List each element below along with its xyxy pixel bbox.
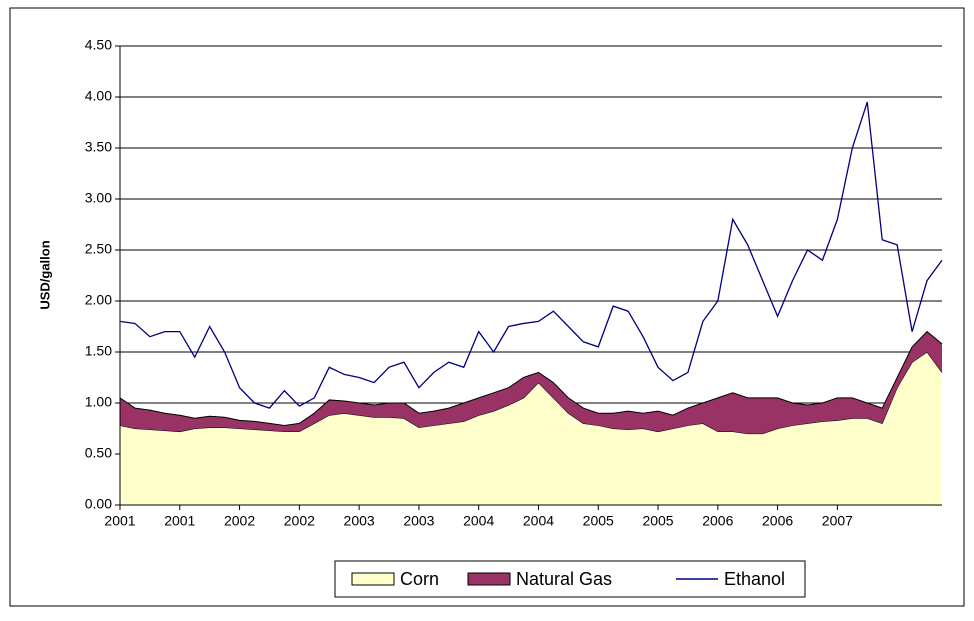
legend-box xyxy=(334,560,806,598)
y-tick-label: 4.00 xyxy=(85,88,112,104)
legend-swatch xyxy=(467,572,511,586)
y-tick-label: 3.50 xyxy=(85,139,112,155)
x-tick-label: 2003 xyxy=(403,513,434,529)
y-tick-label: 1.50 xyxy=(85,343,112,359)
y-tick-label: 1.00 xyxy=(85,394,112,410)
legend-label: Corn xyxy=(400,569,439,589)
x-tick-label: 2006 xyxy=(762,513,793,529)
y-tick-label: 3.00 xyxy=(85,190,112,206)
x-tick-label: 2005 xyxy=(642,513,673,529)
x-tick-label: 2006 xyxy=(702,513,733,529)
y-axis-title: USD/gallon xyxy=(37,240,52,309)
x-tick-label: 2004 xyxy=(463,513,494,529)
legend: Corn Natural Gas Ethanol xyxy=(351,569,785,589)
plot xyxy=(119,101,943,505)
legend-label: Ethanol xyxy=(724,569,785,589)
x-tick-label: 2003 xyxy=(344,513,375,529)
x-tick-label: 2004 xyxy=(523,513,554,529)
y-tick-label: 4.50 xyxy=(85,37,112,53)
x-tick-label: 2005 xyxy=(583,513,614,529)
x-tick-label: 2001 xyxy=(104,513,135,529)
axes: 0.00 0.50 1.00 1.50 2.00 2.50 3.00 3.50 4.00 4.50… xyxy=(85,37,942,529)
area xyxy=(120,352,942,505)
chart-border xyxy=(9,7,965,607)
legend-swatch xyxy=(351,572,395,586)
y-tick-label: 0.50 xyxy=(85,445,112,461)
x-tick-label: 2002 xyxy=(284,513,315,529)
legend-label: Natural Gas xyxy=(516,569,612,589)
x-tick-label: 2007 xyxy=(822,513,853,529)
area xyxy=(120,331,942,434)
y-tick-label: 2.50 xyxy=(85,241,112,257)
area-edge xyxy=(119,330,943,426)
line xyxy=(119,101,943,409)
y-tick-label: 0.00 xyxy=(85,496,112,512)
x-tick-label: 2002 xyxy=(224,513,255,529)
y-tick-label: 2.00 xyxy=(85,292,112,308)
x-tick-label: 2001 xyxy=(164,513,195,529)
